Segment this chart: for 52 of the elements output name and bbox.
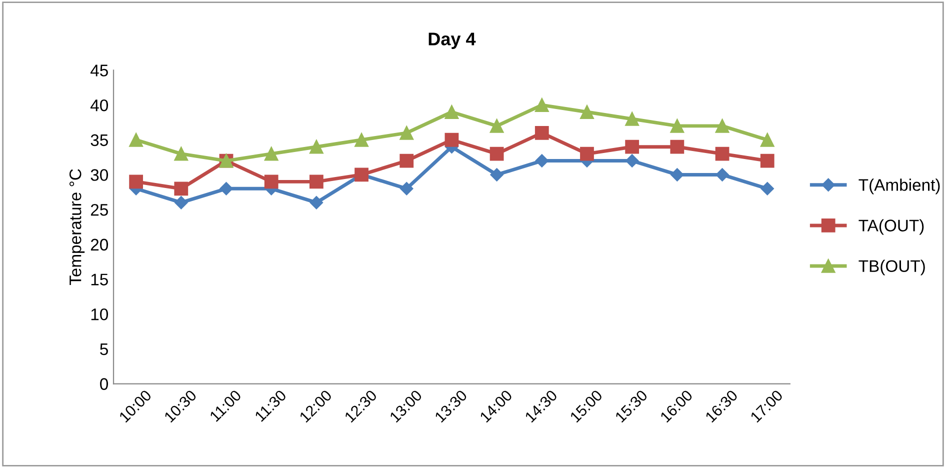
point: [534, 98, 549, 112]
point: [309, 140, 324, 154]
point: [174, 196, 188, 210]
point: [129, 132, 144, 147]
y-tick-label: 40: [90, 99, 108, 112]
point: [535, 154, 548, 168]
point: [174, 182, 188, 196]
y-tick-label: 5: [100, 343, 108, 356]
point: [670, 140, 684, 154]
point: [580, 105, 594, 119]
point: [400, 154, 414, 168]
chart-title: Day 4: [428, 32, 476, 49]
point: [715, 119, 730, 133]
point: [310, 196, 324, 210]
point: [264, 174, 278, 189]
y-tick-label: 30: [90, 169, 108, 181]
point: [760, 132, 774, 147]
point: [220, 182, 233, 196]
point: [625, 140, 640, 154]
legend-label: T(Ambient): [858, 178, 940, 194]
legend-label: TB(OUT): [858, 260, 925, 276]
y-axis-title: Temperature °C: [69, 169, 85, 286]
point: [490, 146, 504, 161]
point: [716, 168, 729, 182]
legend-label: TA(OUT): [858, 219, 924, 235]
y-tick-label: 0: [100, 378, 108, 390]
point: [309, 174, 324, 189]
point: [264, 146, 278, 161]
point: [670, 168, 684, 182]
point: [129, 174, 144, 189]
y-tick-label: 25: [90, 204, 108, 216]
point: [580, 146, 594, 161]
y-tick-label: 45: [90, 64, 108, 76]
point: [670, 119, 684, 133]
point: [490, 168, 504, 182]
point: [534, 126, 549, 140]
point: [174, 146, 188, 161]
point: [760, 154, 774, 168]
y-tick-label: 20: [90, 238, 108, 251]
point: [400, 182, 414, 196]
point: [715, 146, 730, 161]
point: [626, 154, 639, 168]
point: [444, 132, 459, 147]
point: [625, 112, 640, 126]
point: [354, 132, 368, 147]
y-tick-label: 10: [91, 308, 108, 320]
y-tick-label: 35: [90, 134, 108, 146]
point: [760, 182, 774, 196]
point: [490, 119, 504, 133]
point: [444, 105, 459, 119]
y-tick-label: 15: [91, 274, 108, 286]
point: [400, 126, 414, 140]
